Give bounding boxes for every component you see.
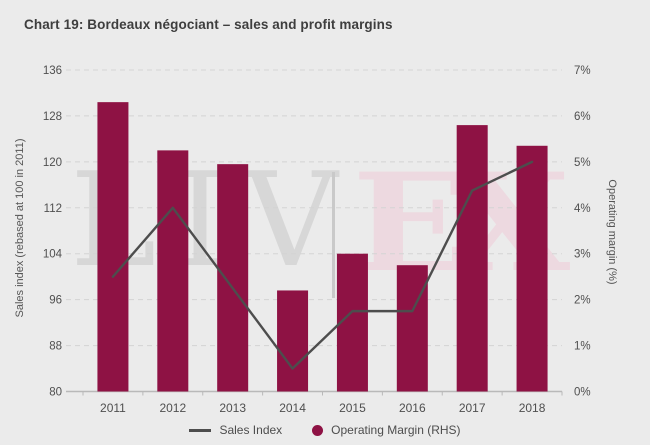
x-axis-label-2015: 2015 <box>339 401 366 415</box>
left-axis-tick-label: 128 <box>43 111 62 123</box>
bar-2011 <box>97 102 129 392</box>
right-axis-tick-label: 3% <box>574 249 591 261</box>
x-axis-label-2013: 2013 <box>219 401 246 415</box>
right-axis-title: Operating margin (%) <box>606 179 618 285</box>
bar-2014 <box>277 290 309 392</box>
left-axis-tick-label: 88 <box>49 341 62 353</box>
right-axis-tick-label: 0% <box>574 387 591 399</box>
bar-2017 <box>456 125 488 392</box>
right-axis-tick-label: 5% <box>574 157 591 169</box>
sales-index-line <box>111 160 534 370</box>
line-swatch <box>189 428 212 432</box>
legend-item-operating-margin: Operating Margin (RHS) <box>312 423 461 437</box>
legend-item-sales-index: Sales Index <box>189 423 282 437</box>
chart-title: Chart 19: Bordeaux négociant – sales and… <box>24 17 393 32</box>
right-axis-tick-label: 4% <box>574 203 591 215</box>
right-axis-tick-label: 2% <box>574 295 591 307</box>
left-axis-tick-label: 136 <box>43 65 62 77</box>
left-axis-tick-label: 112 <box>44 203 62 215</box>
bar-2012 <box>157 150 189 392</box>
right-axis-tick-label: 1% <box>574 341 591 353</box>
right-axis-tick-label: 6% <box>574 111 591 123</box>
left-axis-tick-label: 96 <box>49 295 62 307</box>
legend-label-sales-index: Sales Index <box>219 423 283 437</box>
x-axis-label-2016: 2016 <box>399 401 426 415</box>
x-axis-label-2014: 2014 <box>279 401 306 415</box>
left-axis-tick-label: 104 <box>43 249 63 261</box>
left-axis-tick-label: 80 <box>49 387 62 399</box>
legend: Sales Index Operating Margin (RHS) <box>0 423 650 437</box>
bar-2018 <box>516 145 548 392</box>
x-axis-label-2012: 2012 <box>159 401 186 415</box>
x-axis-label-2011: 2011 <box>100 401 126 415</box>
right-axis-tick-label: 7% <box>574 65 591 77</box>
bar-2013 <box>217 164 249 392</box>
left-axis-title: Sales index (rebased at 100 in 2011) <box>14 138 26 318</box>
x-axis-label-2018: 2018 <box>519 401 546 415</box>
dot-swatch <box>312 424 324 436</box>
livex-watermark-separator <box>332 172 335 298</box>
left-axis-tick-label: 120 <box>43 157 62 169</box>
legend-label-operating-margin: Operating Margin (RHS) <box>331 423 461 437</box>
bar-2016 <box>396 265 428 392</box>
x-axis-label-2017: 2017 <box>459 401 486 415</box>
